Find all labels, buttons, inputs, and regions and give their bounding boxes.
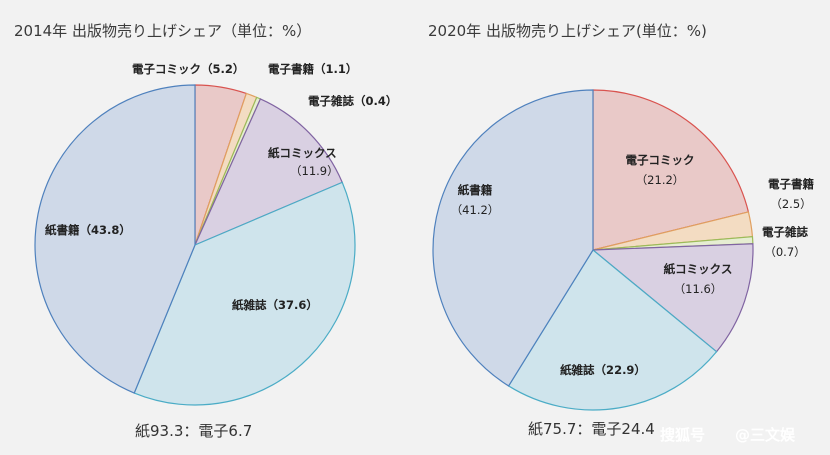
watermark-brand: 搜狐号 <box>660 426 705 444</box>
slice-value-print-comics: （11.6） <box>674 282 723 296</box>
pie-slice-print-book <box>432 89 594 387</box>
pie-chart-2014: 2014年 出版物売り上げシェア（単位：%） 電子コミック（5.2） 電子書籍（1… <box>14 22 397 440</box>
chart-title-2014: 2014年 出版物売り上げシェア（単位：%） <box>14 22 311 40</box>
slice-label-e-book: 電子書籍 <box>768 177 814 191</box>
pie-slice-print-magazine <box>133 181 356 406</box>
pie-slice-print-magazine <box>507 249 718 411</box>
watermark: 搜狐号 @三文娱 <box>660 426 796 444</box>
pie-slice-print-comics <box>193 98 344 247</box>
slice-value-print-book: （41.2） <box>451 203 500 217</box>
slice-label-print-book: 紙書籍（43.8） <box>45 223 131 237</box>
pie-slice-print-comics <box>591 243 754 353</box>
slice-value-print-comics: （11.9） <box>290 164 339 178</box>
slice-label-e-magazine: 電子雑誌（0.4） <box>308 94 397 108</box>
chart-title-2020: 2020年 出版物売り上げシェア(単位：%) <box>428 22 707 40</box>
slice-label-print-comics: 紙コミックス <box>664 262 733 276</box>
slice-label-print-book: 紙書籍 <box>458 183 493 197</box>
slice-label-e-comic: 電子コミック <box>626 153 695 167</box>
slice-label-print-comics: 紙コミックス <box>268 146 337 160</box>
slice-label-e-comic: 電子コミック（5.2） <box>132 62 244 76</box>
slice-value-e-book: （2.5） <box>770 197 811 211</box>
summary-2020: 紙75.7：電子24.4 <box>528 420 655 438</box>
slice-label-print-magazine: 紙雑誌（37.6） <box>232 298 318 312</box>
slice-value-e-comic: （21.2） <box>636 173 685 187</box>
slice-label-e-magazine: 電子雑誌 <box>762 225 808 239</box>
slice-label-print-magazine: 紙雑誌（22.9） <box>560 363 646 377</box>
slice-label-e-book: 電子書籍（1.1） <box>268 62 357 76</box>
watermark-handle: @三文娱 <box>735 426 796 444</box>
slice-value-e-magazine: （0.7） <box>764 245 805 259</box>
summary-2014: 紙93.3：電子6.7 <box>135 422 252 440</box>
pie-slice-print-book <box>34 84 196 394</box>
pie-slice-e-comic <box>592 89 750 251</box>
pie-chart-2020: 2020年 出版物売り上げシェア(単位：%) 電子コミック （21.2） 電子書籍 （… <box>428 22 814 438</box>
